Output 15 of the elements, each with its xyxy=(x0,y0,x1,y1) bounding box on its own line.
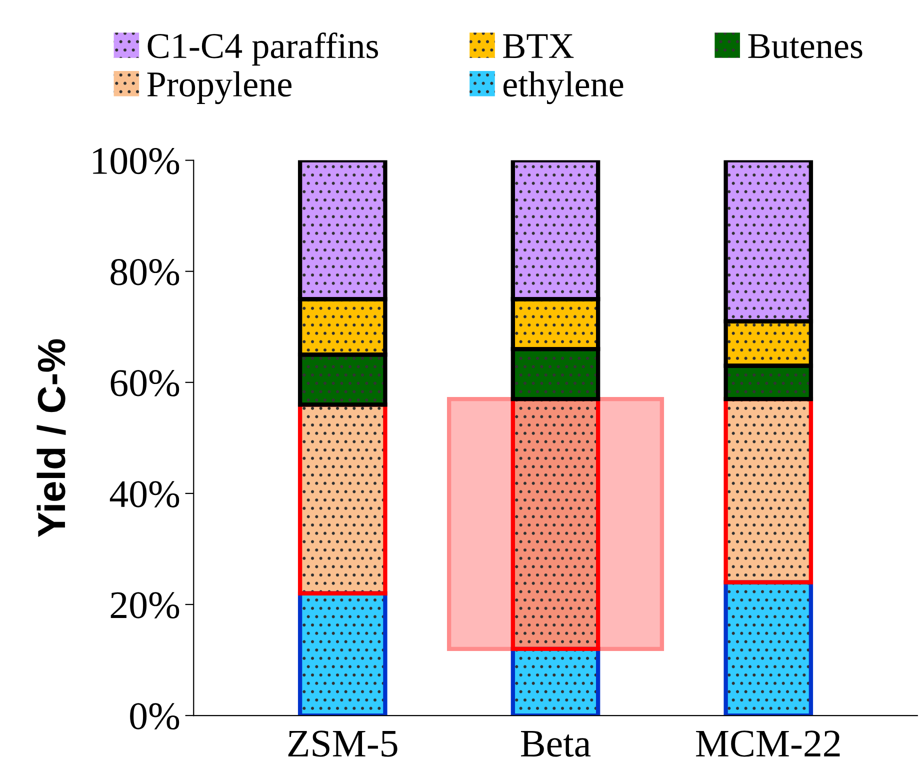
legend-label: Propylene xyxy=(147,71,292,104)
y-tick-label: 20% xyxy=(110,592,180,618)
legend-label: ethylene xyxy=(504,71,624,104)
y-tick-label: 100% xyxy=(93,148,180,174)
legend-label: Butenes xyxy=(748,34,862,58)
x-tick-label: ZSM-5 xyxy=(288,730,398,757)
y-tick-label: 60% xyxy=(110,370,180,396)
y-tick-label: 40% xyxy=(110,481,180,508)
y-tick-label: 80% xyxy=(110,258,180,286)
y-tick-label: 0% xyxy=(130,703,180,730)
legend-label: BTX xyxy=(503,34,574,58)
x-tick-label: MCM-22 xyxy=(696,730,840,757)
y-axis-title: Yield / C-% xyxy=(36,339,66,538)
legend-label: C1-C4 paraffins xyxy=(148,32,378,66)
x-tick-label: Beta xyxy=(520,730,591,757)
